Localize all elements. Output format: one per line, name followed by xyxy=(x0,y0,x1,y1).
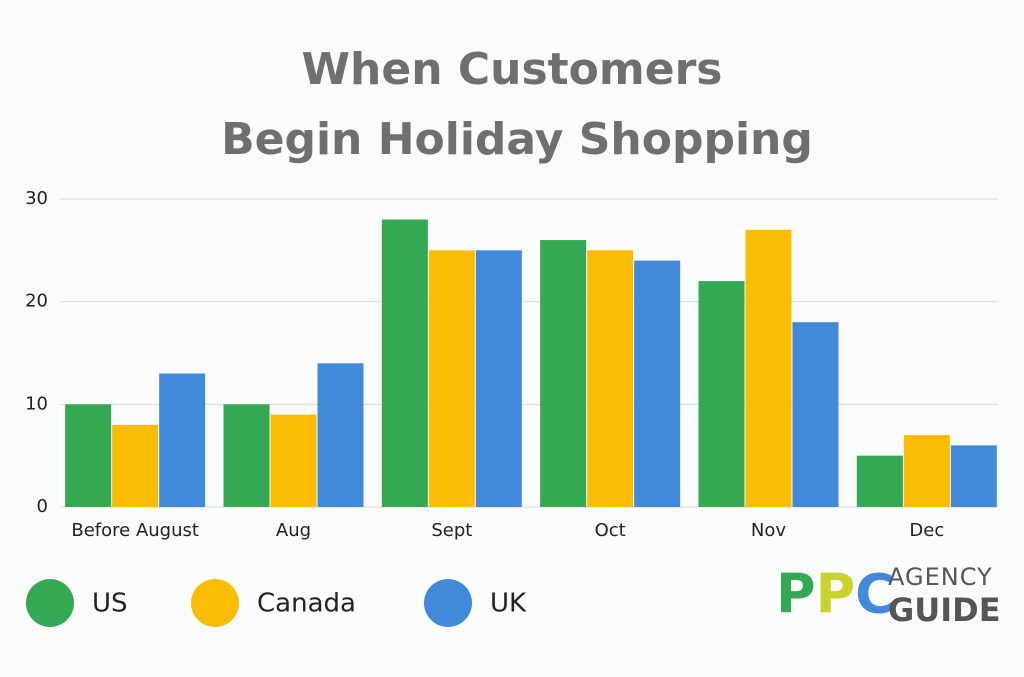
legend-swatch xyxy=(26,579,74,627)
logo-text: GUIDE xyxy=(888,591,1001,629)
bar xyxy=(159,373,206,507)
legend-label: UK xyxy=(490,589,527,619)
legend: US Canada UK xyxy=(26,579,527,627)
logo-text: AGENCY xyxy=(888,563,993,591)
y-tick-label: 20 xyxy=(25,291,48,312)
x-tick-label: Aug xyxy=(276,520,311,541)
x-tick-label: Dec xyxy=(909,520,944,541)
x-tick-label: Sept xyxy=(431,520,472,541)
bar xyxy=(475,250,522,508)
legend-swatch xyxy=(191,579,239,627)
bar xyxy=(112,424,159,507)
y-tick-label: 0 xyxy=(37,496,48,517)
x-tick-label: Nov xyxy=(751,520,786,541)
chart-title: Begin Holiday Shopping xyxy=(221,114,813,165)
bar xyxy=(540,240,587,508)
bar xyxy=(698,281,745,507)
legend-label: US xyxy=(92,589,128,619)
bar xyxy=(950,445,997,507)
y-tick-label: 30 xyxy=(25,188,48,209)
x-tick-label: Before August xyxy=(71,520,199,541)
legend-swatch xyxy=(424,579,472,627)
logo-mark: PPC xyxy=(776,563,895,626)
bar xyxy=(428,250,475,508)
bar xyxy=(792,322,839,507)
plot-area: 0 10 20 30 Before August Aug Sept Oct Nov Dec xyxy=(25,188,998,541)
bar xyxy=(634,260,681,507)
bar xyxy=(270,414,317,507)
bar xyxy=(856,455,903,507)
bar xyxy=(745,229,792,508)
bar xyxy=(317,363,364,507)
legend-label: Canada xyxy=(257,589,356,619)
bar xyxy=(903,435,950,507)
bar xyxy=(381,219,428,508)
bar xyxy=(587,250,634,508)
bar xyxy=(223,404,270,507)
x-tick-label: Oct xyxy=(595,520,626,541)
chart-title: When Customers xyxy=(302,44,723,95)
y-tick-label: 10 xyxy=(25,393,48,414)
bar xyxy=(65,404,112,507)
